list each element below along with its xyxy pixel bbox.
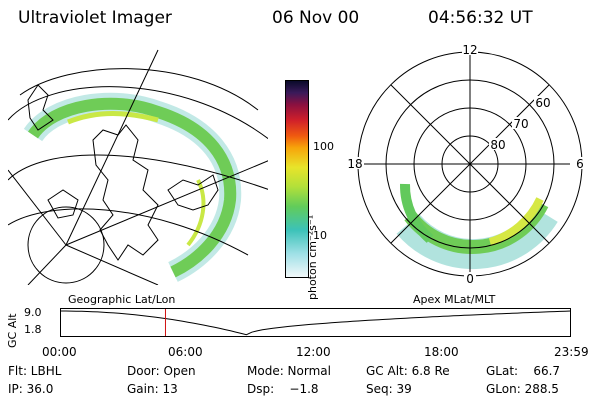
colorbar-label-100: 100 xyxy=(313,140,334,153)
mlt-spoke xyxy=(390,84,550,244)
altitude-curve xyxy=(60,310,571,336)
x-tick-0600: 06:00 xyxy=(168,345,203,359)
apex-label: Apex MLat/MLT xyxy=(413,293,496,306)
aurora-band xyxy=(28,97,237,278)
observation-time: 04:56:32 UT xyxy=(428,8,533,28)
glon-value: GLon: 288.5 xyxy=(486,382,559,396)
coastline xyxy=(47,189,79,219)
latitude-arc xyxy=(8,154,268,190)
meridian-line xyxy=(8,169,67,246)
x-tick-1200: 12:00 xyxy=(296,345,331,359)
latitude-arc xyxy=(8,208,249,256)
meridian-line xyxy=(65,244,159,285)
mlt-label-0: 0 xyxy=(466,272,474,284)
aurora-bright-arc xyxy=(488,197,544,246)
aurora-bright-arc xyxy=(67,111,159,125)
geographic-label: Geographic Lat/Lon xyxy=(68,293,176,306)
door-value: Door: Open xyxy=(127,364,196,378)
colorbar xyxy=(285,80,309,278)
seq-value: Seq: 39 xyxy=(366,382,412,396)
mlt-label-18: 18 xyxy=(347,157,362,171)
glat-value: GLat: 66.7 xyxy=(486,364,561,378)
latitude-arc xyxy=(8,86,268,140)
mode-value: Mode: Normal xyxy=(247,364,331,378)
pole-circle xyxy=(27,206,105,284)
polar-mlt-plot: 12 6 0 18 60 70 80 xyxy=(346,44,586,284)
coastline xyxy=(167,174,219,211)
lat-label-70: 70 xyxy=(513,117,528,131)
y-tick-1-8: 1.8 xyxy=(24,323,42,336)
mlt-label-12: 12 xyxy=(462,44,477,57)
meridian-line xyxy=(27,244,67,285)
aurora-bright-arc xyxy=(186,179,206,247)
geographic-auroral-image xyxy=(8,49,268,285)
gc-alt-value: GC Alt: 6.8 Re xyxy=(366,364,450,378)
observation-date: 06 Nov 00 xyxy=(272,8,360,28)
coastline xyxy=(27,84,54,131)
y-tick-9: 9.0 xyxy=(24,306,42,319)
altitude-timeline[interactable] xyxy=(60,308,572,338)
coastline xyxy=(92,124,159,261)
ip-value: IP: 36.0 xyxy=(8,382,54,396)
colorbar-unit: photon cm⁻²s⁻¹ xyxy=(306,214,319,300)
instrument-title: Ultraviolet Imager xyxy=(18,8,172,28)
mlt-label-6: 6 xyxy=(576,157,584,171)
colorbar-label-10: 10 xyxy=(313,229,327,242)
timeline-frame xyxy=(60,308,571,337)
lat-label-60: 60 xyxy=(535,96,550,110)
x-tick-2359: 23:59 xyxy=(554,345,589,359)
meridian-line xyxy=(65,49,159,246)
gain-value: Gain: 13 xyxy=(127,382,178,396)
dsp-value: Dsp: −1.8 xyxy=(247,382,319,396)
earth-limb-arc xyxy=(19,68,259,111)
filter-value: Flt: LBHL xyxy=(8,364,62,378)
timeline-y-axis-label: GC Alt xyxy=(6,313,19,348)
x-tick-1800: 18:00 xyxy=(424,345,459,359)
x-tick-0000: 00:00 xyxy=(42,345,77,359)
lat-label-80: 80 xyxy=(490,138,505,152)
